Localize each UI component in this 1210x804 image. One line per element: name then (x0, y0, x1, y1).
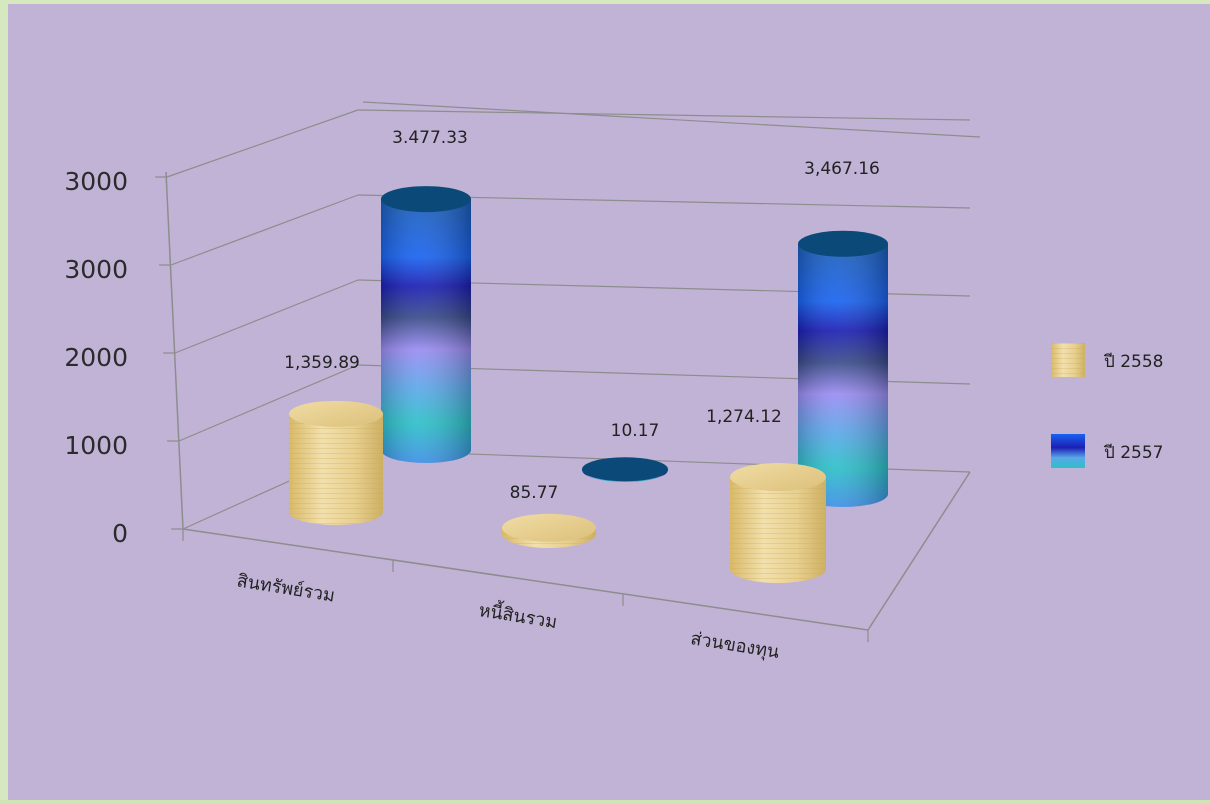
bar-top (502, 513, 596, 542)
legend-swatch-2558-texture (1051, 343, 1085, 377)
data-label-2558-assets: 1,359.89 (284, 353, 360, 373)
bar-texture (730, 477, 826, 583)
gridline-side (174, 279, 359, 354)
category-label-liabilities: หนี้สินรวม (477, 597, 559, 633)
y-tick-label: 3000 (64, 255, 128, 284)
data-label-2557-assets: 3.477.33 (392, 128, 468, 148)
bar-top (798, 230, 888, 257)
bar-2558-2 (730, 463, 826, 583)
bar-2558-0 (289, 400, 383, 525)
y-axis-tick-labels: 0 1000 2000 3000 3000 (64, 167, 128, 548)
legend-label-2558: ปี 2558 (1103, 352, 1163, 372)
data-label-2557-equity: 3,467.16 (804, 159, 880, 179)
bar-top (730, 463, 826, 492)
y-tick-label: 0 (112, 519, 128, 548)
gridline-back (357, 109, 971, 121)
legend: ปี 2558 ปี 2557 (1051, 343, 1163, 468)
category-label-assets: สินทรัพย์รวม (235, 570, 336, 606)
y-tick-label: 1000 (64, 431, 128, 460)
bar-chart-3d: 0 1000 2000 3000 3000 1,359.89 3.477.33 … (64, 101, 1163, 663)
gridline-side (170, 194, 359, 266)
bar-texture (289, 413, 383, 525)
data-label-2558-liabilities: 85.77 (510, 483, 559, 503)
gridline-side (178, 364, 359, 442)
floor-front-edge (182, 528, 869, 631)
category-label-equity: ส่วนของทุน (689, 628, 781, 663)
data-labels: 1,359.89 3.477.33 85.77 10.17 1,274.12 3… (284, 128, 880, 503)
bar-top (582, 457, 668, 482)
bar-top (289, 400, 383, 427)
bar-shade (798, 243, 888, 507)
floor-right-edge (867, 471, 971, 631)
y-tick-label: 2000 (64, 343, 128, 372)
data-label-2557-liabilities: 10.17 (611, 421, 660, 441)
bar-2557-2 (798, 230, 888, 507)
y-tick-label: 3000 (64, 167, 128, 196)
gridline-top (362, 101, 981, 138)
bar-2558-1 (502, 513, 596, 548)
bars (289, 186, 888, 583)
legend-label-2557: ปี 2557 (1103, 443, 1163, 463)
gridline-side (166, 109, 359, 178)
bar-shade (381, 199, 471, 463)
bar-2557-0 (381, 186, 471, 463)
bar-2557-1 (582, 457, 668, 482)
bar-top (381, 186, 471, 213)
x-axis-category-labels: สินทรัพย์รวม หนี้สินรวม ส่วนของทุน (235, 570, 780, 662)
y-axis-line (165, 171, 184, 530)
legend-swatch-2557 (1051, 434, 1085, 468)
data-label-2558-equity: 1,274.12 (706, 407, 782, 427)
